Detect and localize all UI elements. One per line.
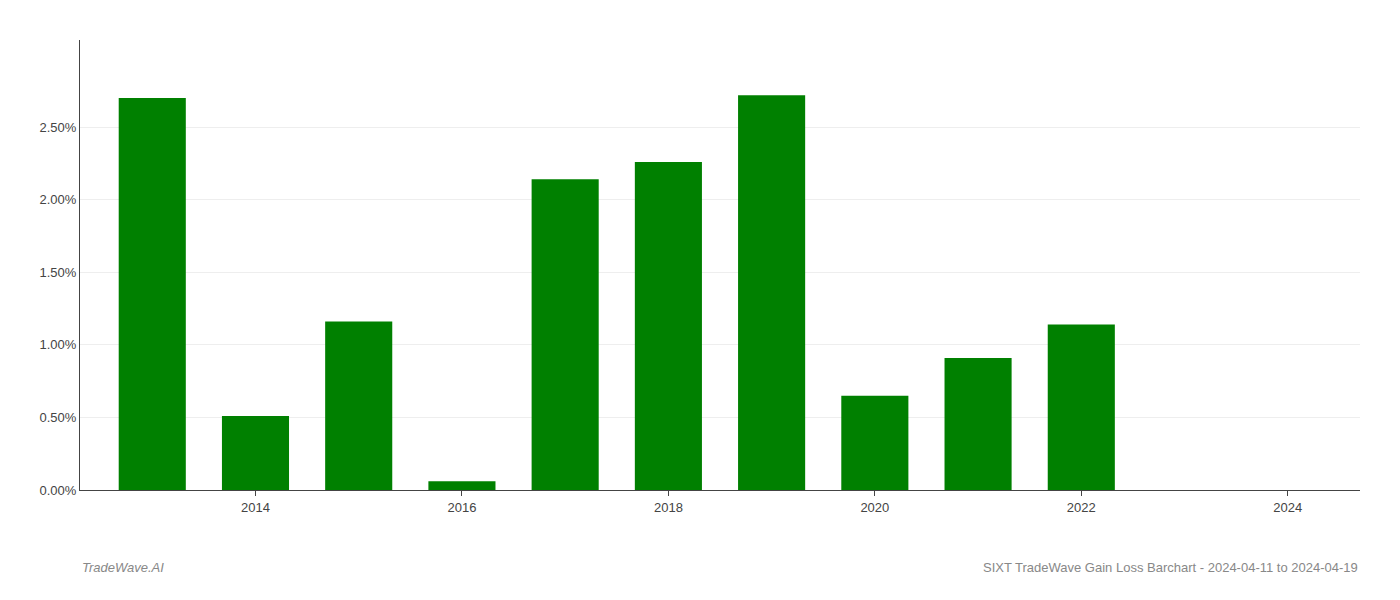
- svg-text:2018: 2018: [654, 500, 683, 515]
- svg-text:2.00%: 2.00%: [40, 192, 77, 207]
- svg-text:TradeWave.AI: TradeWave.AI: [82, 560, 164, 575]
- svg-text:2024: 2024: [1273, 500, 1302, 515]
- svg-text:SIXT TradeWave Gain Loss Barch: SIXT TradeWave Gain Loss Barchart - 2024…: [983, 560, 1358, 575]
- svg-text:1.00%: 1.00%: [40, 337, 77, 352]
- svg-text:1.50%: 1.50%: [40, 265, 77, 280]
- svg-text:0.50%: 0.50%: [40, 410, 77, 425]
- svg-text:2.50%: 2.50%: [40, 120, 77, 135]
- svg-text:0.00%: 0.00%: [40, 483, 77, 498]
- svg-text:2020: 2020: [860, 500, 889, 515]
- svg-text:2022: 2022: [1067, 500, 1096, 515]
- svg-text:2014: 2014: [241, 500, 270, 515]
- svg-text:2016: 2016: [447, 500, 476, 515]
